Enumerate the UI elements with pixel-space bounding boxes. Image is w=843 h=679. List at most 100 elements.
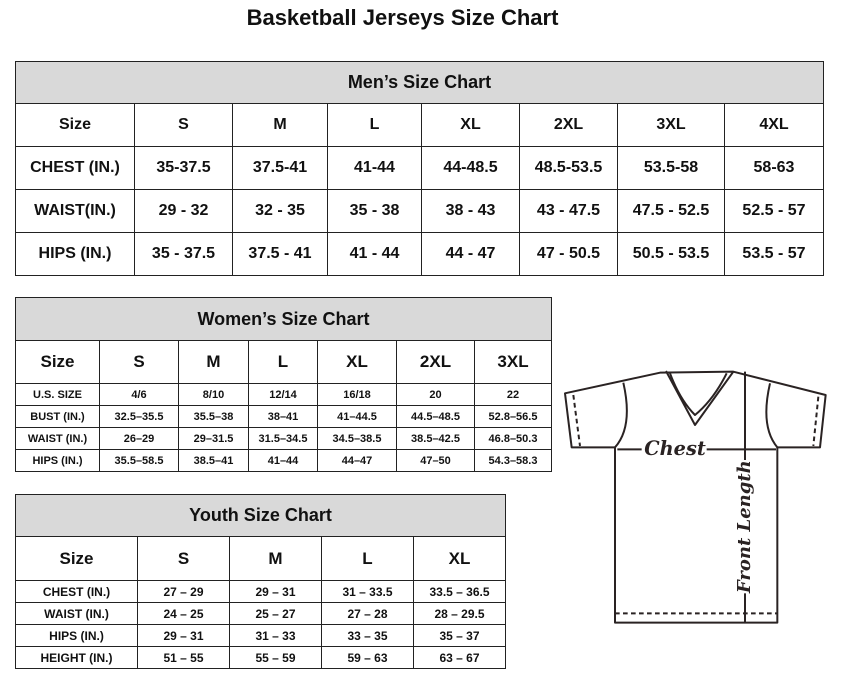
table-cell: 31.5–34.5 — [248, 427, 318, 450]
table-cell: 2XL — [396, 340, 475, 384]
table-cell: 32.5–35.5 — [99, 405, 179, 428]
womens-size-table: Women’s Size Chart Size S M L XL 2XL 3XL U.S. S… — [14, 297, 553, 472]
table-cell: 22 — [473, 383, 553, 406]
table-cell: L — [327, 103, 422, 147]
row-label: WAIST(IN.) — [15, 189, 135, 233]
row-label: U.S. SIZE — [15, 383, 100, 406]
table-row: CHEST (IN.) 27 – 29 29 – 31 31 – 33.5 33.5 –… — [15, 580, 507, 603]
table-cell: 47.5 - 52.5 — [617, 189, 725, 233]
table-cell: 16/18 — [317, 383, 397, 406]
header-row: Size S M L XL 2XL 3XL — [15, 340, 553, 384]
table-cell: 38.5–41 — [178, 449, 249, 472]
table-cell: XL — [412, 536, 507, 581]
table-cell: 35 - 37.5 — [134, 232, 233, 276]
table-row: WAIST (IN.) 24 – 25 25 – 27 27 – 28 28 – 29.… — [15, 602, 507, 625]
row-label: CHEST (IN.) — [15, 580, 138, 603]
table-cell: 33 – 35 — [321, 624, 414, 647]
table-cell: 48.5-53.5 — [519, 146, 618, 190]
table-cell: 44–47 — [317, 449, 397, 472]
table-cell: 41-44 — [327, 146, 422, 190]
table-row: HIPS (IN.) 35 - 37.5 37.5 - 41 41 - 44 44 - … — [15, 232, 824, 276]
table-cell: M — [229, 536, 322, 581]
table-cell: S — [134, 103, 233, 147]
row-label: WAIST (IN.) — [15, 602, 138, 625]
table-cell: 27 – 28 — [321, 602, 414, 625]
table-cell: 29 – 31 — [137, 624, 230, 647]
womens-table-title: Women’s Size Chart — [14, 297, 553, 341]
row-label: WAIST (IN.) — [15, 427, 100, 450]
row-label: HIPS (IN.) — [15, 232, 135, 276]
table-cell: 4/6 — [99, 383, 179, 406]
shirt-outline — [564, 370, 827, 624]
jersey-measurement-diagram: Chest Front Length — [564, 370, 827, 624]
table-row: WAIST (IN.) 26–29 29–31.5 31.5–34.5 34.5–38.… — [15, 427, 553, 450]
table-row: HEIGHT (IN.) 51 – 55 55 – 59 59 – 63 63 – 67 — [15, 646, 507, 669]
table-row: U.S. SIZE 4/6 8/10 12/14 16/18 20 22 — [15, 383, 553, 406]
table-cell: 44-48.5 — [421, 146, 520, 190]
table-cell: 44 - 47 — [421, 232, 520, 276]
table-cell: 29–31.5 — [178, 427, 249, 450]
table-row: HIPS (IN.) 29 – 31 31 – 33 33 – 35 35 – 37 — [15, 624, 507, 647]
table-cell: M — [178, 340, 249, 384]
table-cell: 35 – 37 — [412, 624, 507, 647]
row-label: HIPS (IN.) — [15, 449, 100, 472]
table-cell: 8/10 — [178, 383, 249, 406]
table-cell: 33.5 – 36.5 — [412, 580, 507, 603]
table-row: HIPS (IN.) 35.5–58.5 38.5–41 41–44 44–47 47–5… — [15, 449, 553, 472]
table-cell: 46.8–50.3 — [473, 427, 553, 450]
row-label: Size — [15, 103, 135, 147]
header-row: Size S M L XL 2XL 3XL 4XL — [15, 103, 824, 147]
table-cell: 54.3–58.3 — [473, 449, 553, 472]
table-cell: 28 – 29.5 — [412, 602, 507, 625]
row-label: BUST (IN.) — [15, 405, 100, 428]
table-cell: 2XL — [519, 103, 618, 147]
table-cell: 47 - 50.5 — [519, 232, 618, 276]
table-cell: 58-63 — [724, 146, 824, 190]
table-cell: 20 — [396, 383, 475, 406]
table-cell: 52.8–56.5 — [473, 405, 553, 428]
table-cell: 34.5–38.5 — [317, 427, 397, 450]
header-row: Size S M L XL — [15, 536, 507, 581]
table-cell: XL — [317, 340, 397, 384]
row-label: Size — [15, 340, 100, 384]
chest-label: Chest — [644, 437, 706, 460]
table-row: BUST (IN.) 32.5–35.5 35.5–38 38–41 41–44.5 44… — [15, 405, 553, 428]
table-cell: 3XL — [473, 340, 553, 384]
row-label: HIPS (IN.) — [15, 624, 138, 647]
collar — [665, 370, 735, 426]
table-cell: 32 - 35 — [232, 189, 328, 233]
table-cell: 59 – 63 — [321, 646, 414, 669]
row-label: Size — [15, 536, 138, 581]
table-row: CHEST (IN.) 35-37.5 37.5-41 41-44 44-48.5 48.… — [15, 146, 824, 190]
youth-table-title: Youth Size Chart — [14, 494, 507, 537]
page-title: Basketball Jerseys Size Chart — [246, 5, 559, 30]
table-cell: 55 – 59 — [229, 646, 322, 669]
row-label: CHEST (IN.) — [15, 146, 135, 190]
table-cell: S — [99, 340, 179, 384]
table-cell: XL — [421, 103, 520, 147]
table-cell: 63 – 67 — [412, 646, 507, 669]
armholes — [614, 382, 779, 448]
table-cell: L — [248, 340, 318, 384]
table-cell: 4XL — [724, 103, 824, 147]
table-cell: 35 - 38 — [327, 189, 422, 233]
table-cell: 43 - 47.5 — [519, 189, 618, 233]
table-cell: 53.5 - 57 — [724, 232, 824, 276]
table-cell: 3XL — [617, 103, 725, 147]
table-row: WAIST(IN.) 29 - 32 32 - 35 35 - 38 38 - 43 43… — [15, 189, 824, 233]
table-cell: 24 – 25 — [137, 602, 230, 625]
table-cell: 38 - 43 — [421, 189, 520, 233]
table-cell: S — [137, 536, 230, 581]
table-cell: 12/14 — [248, 383, 318, 406]
table-cell: 47–50 — [396, 449, 475, 472]
mens-table-title: Men’s Size Chart — [15, 61, 824, 104]
table-cell: M — [232, 103, 328, 147]
table-cell: 44.5–48.5 — [396, 405, 475, 428]
table-cell: 29 – 31 — [229, 580, 322, 603]
table-cell: 29 - 32 — [134, 189, 233, 233]
youth-size-table: Youth Size Chart Size S M L XL CHEST (IN.) 27 … — [14, 494, 507, 669]
table-cell: 38–41 — [248, 405, 318, 428]
table-cell: 31 – 33.5 — [321, 580, 414, 603]
table-cell: 26–29 — [99, 427, 179, 450]
table-cell: 38.5–42.5 — [396, 427, 475, 450]
